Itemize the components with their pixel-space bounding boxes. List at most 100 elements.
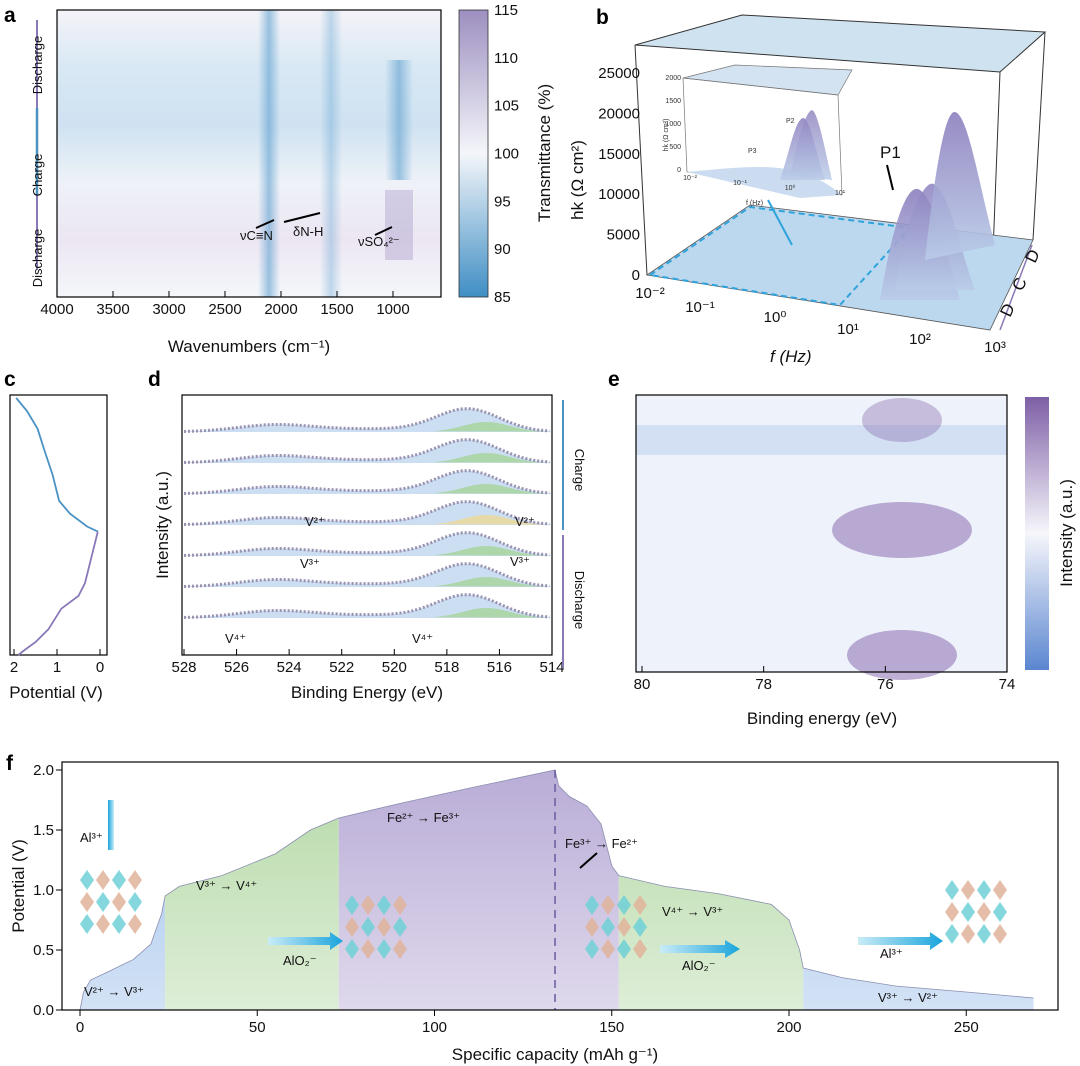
peak-surface-p1 <box>925 111 995 260</box>
depth-axis-arrow <box>999 244 1033 331</box>
y-axis-label: Potential (V) <box>9 839 28 933</box>
spectrum-data-points <box>183 531 550 557</box>
component-fill <box>433 453 550 463</box>
label-al3-right: Al³⁺ <box>880 946 903 961</box>
tick-label: 1 <box>53 659 61 676</box>
y-axis-label: hk (Ω cm²) <box>568 140 587 220</box>
crystal-octahedron <box>601 917 615 937</box>
potential-curve <box>15 397 99 656</box>
spectrum-data-points <box>183 407 550 433</box>
heatmap-hotspot <box>847 630 957 680</box>
label-alo2-left: AlO₂⁻ <box>283 953 317 968</box>
depth-label-d1: D <box>996 301 1018 320</box>
crystal-octahedron <box>393 917 407 937</box>
colorbar-tick-label: 100 <box>494 146 519 163</box>
crystal-octahedron <box>633 939 647 959</box>
tick-label: 0 <box>76 1019 84 1036</box>
crystal-octahedron <box>601 895 615 915</box>
tick-label: 10⁰ <box>785 184 796 192</box>
p1-arrow <box>886 164 894 191</box>
y-ticks: 25000 20000 15000 10000 5000 0 <box>598 65 640 284</box>
tick-label: 10⁻² <box>635 285 665 302</box>
heatmap-band <box>385 60 413 180</box>
charge-discharge-curve: V²⁺ → V³⁺ V³⁺ → V⁴⁺ Fe²⁺ → Fe³⁺ V⁴⁺ → V³⁺ V³… <box>79 769 1034 1011</box>
tick-label: 1.0 <box>33 882 54 899</box>
x-ticks: 80 78 76 74 <box>634 666 1015 693</box>
tick-label: 0.5 <box>33 942 54 959</box>
tick-label: 522 <box>329 659 354 676</box>
colorbar-tick-label: 95 <box>494 193 511 210</box>
panel-letter-b: b <box>596 6 609 29</box>
crystal-octahedron <box>633 895 647 915</box>
tick-label: 2000 <box>665 75 681 82</box>
colorbar-a <box>458 9 489 298</box>
crystal-octahedron <box>80 914 94 934</box>
crystal-octahedron <box>961 924 975 944</box>
tick-label: 80 <box>634 676 651 693</box>
x-axis-label: Potential (V) <box>9 683 103 702</box>
x-axis-label: Binding energy (eV) <box>747 709 897 728</box>
tick-label: 2000 <box>264 301 297 318</box>
potential-segment <box>17 531 99 656</box>
spectrum-data-points <box>183 500 550 526</box>
top-projection-plane <box>634 14 1047 73</box>
panel-c: c 2 1 0 Potential (V) <box>4 368 108 702</box>
tick-label: 10⁻¹ <box>733 180 747 187</box>
crystal-octahedron <box>977 924 991 944</box>
crystal-octahedron <box>80 892 94 912</box>
crystal-octahedron <box>601 939 615 959</box>
tick-label: 25000 <box>598 65 640 82</box>
region-label: V³⁺ → V⁴⁺ <box>196 878 257 893</box>
panel-letter-d: d <box>148 368 161 391</box>
plot-frame <box>56 9 442 298</box>
crystal-octahedron <box>945 924 959 944</box>
crystal-octahedron <box>345 939 359 959</box>
tick-label: 150 <box>599 1019 624 1036</box>
colorbar-e <box>1025 397 1049 670</box>
tick-label: 50 <box>249 1019 266 1036</box>
annotation-vcn: νC≡N <box>240 228 273 243</box>
label-discharge-top: Discharge <box>30 36 45 95</box>
x-ticks: 4000 3500 3000 2500 2000 1500 1000 <box>40 291 410 318</box>
inset-peak-p3: P3 <box>748 148 757 155</box>
al-arrow-right <box>858 932 943 950</box>
tick-label: 526 <box>224 659 249 676</box>
annotation-dnh: δN-H <box>293 224 323 239</box>
heatmap-hotspot <box>862 398 942 442</box>
crystal-octahedron <box>112 892 126 912</box>
tick-label: 5000 <box>607 227 640 244</box>
label-charge: Charge <box>30 154 45 197</box>
spectrum-data-points <box>183 438 550 464</box>
panel-d: d 528 526 524 522 520 518 516 514 Binding Energ… <box>148 368 587 702</box>
crystal-octahedron <box>345 895 359 915</box>
crystal-octahedron <box>345 917 359 937</box>
alo2-arrow-left <box>268 932 343 950</box>
panel-letter-a: a <box>4 4 16 27</box>
crystal-octahedron <box>377 939 391 959</box>
inset-x-ticks: 10⁻² 10⁻¹ 10⁰ 10¹ <box>683 175 846 197</box>
spectrum-fill <box>184 501 552 525</box>
annotation-v3-right: V³⁺ <box>510 554 530 569</box>
panel-f: f V²⁺ → V³⁺ V³⁺ → V⁴⁺ Fe²⁺ → Fe³⁺ V⁴⁺ → V³⁺… <box>6 752 1059 1064</box>
heatmap-band <box>385 190 413 260</box>
crystal-octahedron <box>977 880 991 900</box>
tick-label: 0 <box>96 659 104 676</box>
annotation-v4-left: V⁴⁺ <box>225 631 246 646</box>
tick-label: 10¹ <box>837 321 859 338</box>
crystal-octahedron <box>128 914 142 934</box>
tick-label: 4000 <box>40 301 73 318</box>
tick-label: 10⁰ <box>764 309 787 326</box>
axis-edge <box>1032 31 1046 241</box>
inset-y-ticks: 2000 1500 1000 500 0 <box>665 75 681 174</box>
crystal-octahedron <box>961 902 975 922</box>
colorbar-tick-label: 85 <box>494 289 511 306</box>
panel-a: a 4000 3500 3000 2500 2000 1500 1000 Wavenumbe… <box>4 2 554 356</box>
annotation-fe3-fe2: Fe³⁺ → Fe²⁺ <box>565 836 638 851</box>
peak-label-p1: P1 <box>880 143 901 162</box>
panel-e: e 80 78 76 74 Binding energy (eV) Intensity… <box>608 368 1076 728</box>
inset-x-label: f (Hz) <box>746 200 763 207</box>
tick-label: 10⁻¹ <box>685 299 715 316</box>
tick-label: 0 <box>632 267 640 284</box>
tick-label: 2 <box>10 659 18 676</box>
x-ticks: 2 1 0 <box>10 649 104 676</box>
